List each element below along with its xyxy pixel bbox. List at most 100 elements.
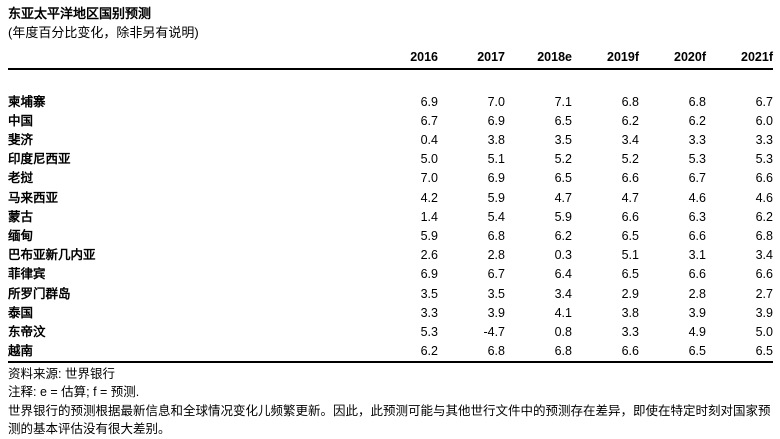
value-cell: 6.8 <box>688 94 706 109</box>
value-cell: 6.8 <box>487 228 505 243</box>
year-column-header: 2016 <box>371 49 438 70</box>
year-column-header: 2019f <box>572 49 639 70</box>
value-cell: 6.3 <box>688 209 706 224</box>
value-cell: 2.8 <box>487 248 505 263</box>
value-cell: 6.2 <box>688 113 706 128</box>
value-cell: -4.7 <box>483 324 505 339</box>
value-cell: 0.4 <box>420 132 438 147</box>
value-cell: 5.2 <box>554 152 572 167</box>
value-cell: 6.9 <box>487 171 505 186</box>
year-column-header: 2020f <box>639 49 706 70</box>
table-row: 缅甸 5.9 6.8 6.2 6.5 6.6 6.8 <box>8 227 773 246</box>
note-line: 注释: e = 估算; f = 预测. <box>8 385 140 400</box>
value-cell: 6.0 <box>755 113 773 128</box>
value-cell: 5.0 <box>420 152 438 167</box>
country-column-header <box>8 49 371 70</box>
value-cell: 6.7 <box>688 171 706 186</box>
value-cell: 3.9 <box>487 305 505 320</box>
value-cell: 3.4 <box>554 286 572 301</box>
value-cell: 6.8 <box>554 344 572 359</box>
value-cell: 0.3 <box>554 248 572 263</box>
value-cell: 5.3 <box>755 152 773 167</box>
page-title: 东亚太平洋地区国别预测 <box>8 6 152 21</box>
value-cell: 6.8 <box>621 94 639 109</box>
value-cell: 3.8 <box>621 305 639 320</box>
country-name-cell: 巴布亚新几内亚 <box>8 248 96 263</box>
value-cell: 6.8 <box>755 228 773 243</box>
value-cell: 6.9 <box>487 113 505 128</box>
value-cell: 6.8 <box>487 344 505 359</box>
table-row: 菲律宾 6.9 6.7 6.4 6.5 6.6 6.6 <box>8 265 773 284</box>
value-cell: 7.0 <box>420 171 438 186</box>
value-cell: 5.9 <box>554 209 572 224</box>
value-cell: 2.7 <box>755 286 773 301</box>
value-cell: 6.9 <box>420 267 438 282</box>
footnotes: 资料来源: 世界银行 注释: e = 估算; f = 预测. 世界银行的预测根据… <box>8 366 773 438</box>
value-cell: 0.8 <box>554 324 572 339</box>
value-cell: 5.1 <box>487 152 505 167</box>
value-cell: 3.9 <box>755 305 773 320</box>
value-cell: 6.6 <box>621 171 639 186</box>
table-row: 越南 6.2 6.8 6.8 6.6 6.5 6.5 <box>8 342 773 362</box>
page-subtitle: (年度百分比变化，除非另有说明) <box>8 25 199 41</box>
table-row: 东帝汶 5.3 -4.7 0.8 3.3 4.9 5.0 <box>8 323 773 342</box>
value-cell: 7.1 <box>554 94 572 109</box>
value-cell: 6.2 <box>420 344 438 359</box>
value-cell: 4.7 <box>621 190 639 205</box>
value-cell: 6.5 <box>621 228 639 243</box>
value-cell: 6.7 <box>420 113 438 128</box>
value-cell: 3.9 <box>688 305 706 320</box>
country-name-cell: 老挝 <box>8 171 34 186</box>
value-cell: 5.1 <box>621 248 639 263</box>
country-name-cell: 柬埔寨 <box>8 94 46 109</box>
country-name-cell: 越南 <box>8 344 34 359</box>
value-cell: 6.5 <box>755 344 773 359</box>
value-cell: 3.4 <box>621 132 639 147</box>
value-cell: 6.7 <box>755 94 773 109</box>
table-body: 柬埔寨 6.9 7.0 7.1 6.8 6.8 6.7 中国 6.7 6.9 6.5 6.2 6.2 6.… <box>8 69 773 363</box>
value-cell: 6.2 <box>755 209 773 224</box>
source-line: 资料来源: 世界银行 <box>8 367 115 382</box>
forecast-table: 2016 2017 2018e 2019f 2020f 2021f 柬埔寨 6.9… <box>8 49 773 364</box>
value-cell: 2.9 <box>621 286 639 301</box>
table-row: 中国 6.7 6.9 6.5 6.2 6.2 6.0 <box>8 112 773 131</box>
table-header-row: 2016 2017 2018e 2019f 2020f 2021f <box>8 49 773 70</box>
table-row: 所罗门群岛 3.5 3.5 3.4 2.9 2.8 2.7 <box>8 285 773 304</box>
value-cell: 3.8 <box>487 132 505 147</box>
value-cell: 6.6 <box>755 267 773 282</box>
disclaimer-text: 世界银行的预测根据最新信息和全球情况变化儿频繁更新。因此，此预测可能与其他世行文… <box>8 404 771 436</box>
value-cell: 2.8 <box>688 286 706 301</box>
value-cell: 3.3 <box>755 132 773 147</box>
value-cell: 5.3 <box>688 152 706 167</box>
value-cell: 3.3 <box>420 305 438 320</box>
value-cell: 6.6 <box>688 228 706 243</box>
value-cell: 3.5 <box>554 132 572 147</box>
value-cell: 3.4 <box>755 248 773 263</box>
table-row: 老挝 7.0 6.9 6.5 6.6 6.7 6.6 <box>8 169 773 188</box>
value-cell: 2.6 <box>420 248 438 263</box>
value-cell: 5.9 <box>420 228 438 243</box>
country-name-cell: 所罗门群岛 <box>8 286 71 301</box>
value-cell: 6.6 <box>621 209 639 224</box>
country-name-cell: 斐济 <box>8 132 34 147</box>
value-cell: 6.9 <box>420 94 438 109</box>
country-name-cell: 菲律宾 <box>8 267 46 282</box>
value-cell: 6.6 <box>688 267 706 282</box>
value-cell: 5.2 <box>621 152 639 167</box>
year-column-header: 2018e <box>505 49 572 70</box>
country-name-cell: 马来西亚 <box>8 190 59 205</box>
value-cell: 4.9 <box>688 324 706 339</box>
country-name-cell: 印度尼西亚 <box>8 152 71 167</box>
value-cell: 5.9 <box>487 190 505 205</box>
value-cell: 3.3 <box>688 132 706 147</box>
value-cell: 6.6 <box>755 171 773 186</box>
country-name-cell: 泰国 <box>8 305 34 320</box>
value-cell: 5.0 <box>755 324 773 339</box>
value-cell: 4.1 <box>554 305 572 320</box>
value-cell: 6.2 <box>554 228 572 243</box>
value-cell: 6.7 <box>487 267 505 282</box>
value-cell: 6.4 <box>554 267 572 282</box>
table-row: 柬埔寨 6.9 7.0 7.1 6.8 6.8 6.7 <box>8 69 773 112</box>
value-cell: 5.4 <box>487 209 505 224</box>
table-row: 泰国 3.3 3.9 4.1 3.8 3.9 3.9 <box>8 304 773 323</box>
